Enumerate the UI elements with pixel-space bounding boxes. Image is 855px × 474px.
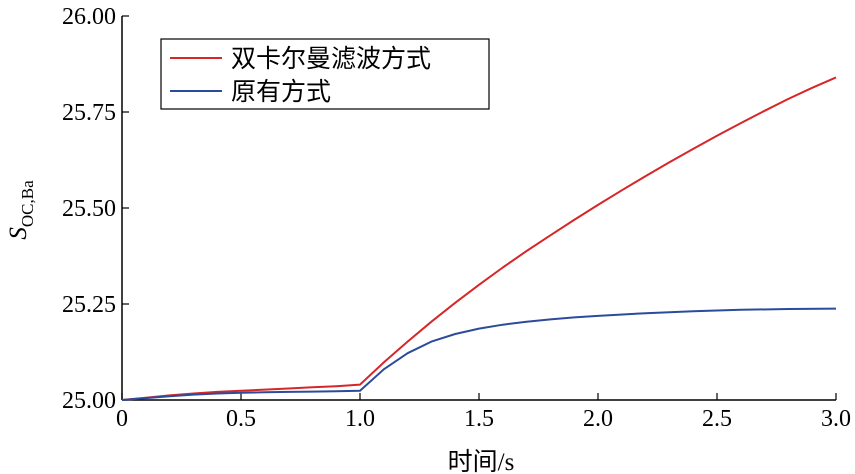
ticks: 0 0.5 1.0 1.5 2.0 2.5 3.0 25.00 25.25 25.50 25.75 2… — [62, 4, 851, 432]
y-tick-label: 25.25 — [62, 292, 116, 318]
x-tick-label: 2.5 — [702, 406, 732, 432]
y-axis-title-sub: OC,Ba — [18, 180, 37, 227]
y-tick-label: 25.50 — [62, 196, 116, 222]
y-tick-label: 25.75 — [62, 100, 116, 126]
series-line-1 — [121, 307, 837, 401]
y-tick-label: 25.00 — [62, 388, 116, 414]
legend: 双卡尔曼滤波方式 原有方式 — [160, 38, 490, 110]
x-tick-label: 1.0 — [345, 406, 375, 432]
y-tick-label: 26.00 — [62, 4, 116, 30]
x-tick-label: 3.0 — [821, 406, 851, 432]
legend-label-series-0: 双卡尔曼滤波方式 — [231, 45, 431, 73]
x-axis-title: 时间/s — [448, 448, 515, 474]
series-layer — [121, 76, 837, 401]
x-tick-label: 2.0 — [583, 406, 613, 432]
x-tick-label: 0.5 — [226, 406, 256, 432]
y-axis-title: SOC,Ba — [5, 180, 37, 240]
legend-box — [160, 38, 490, 110]
x-tick-label: 1.5 — [464, 406, 494, 432]
series-line-0 — [121, 76, 837, 401]
legend-label-series-1: 原有方式 — [231, 78, 331, 106]
x-tick-label: 0 — [116, 406, 128, 432]
y-axis-title-main: S — [5, 227, 32, 240]
